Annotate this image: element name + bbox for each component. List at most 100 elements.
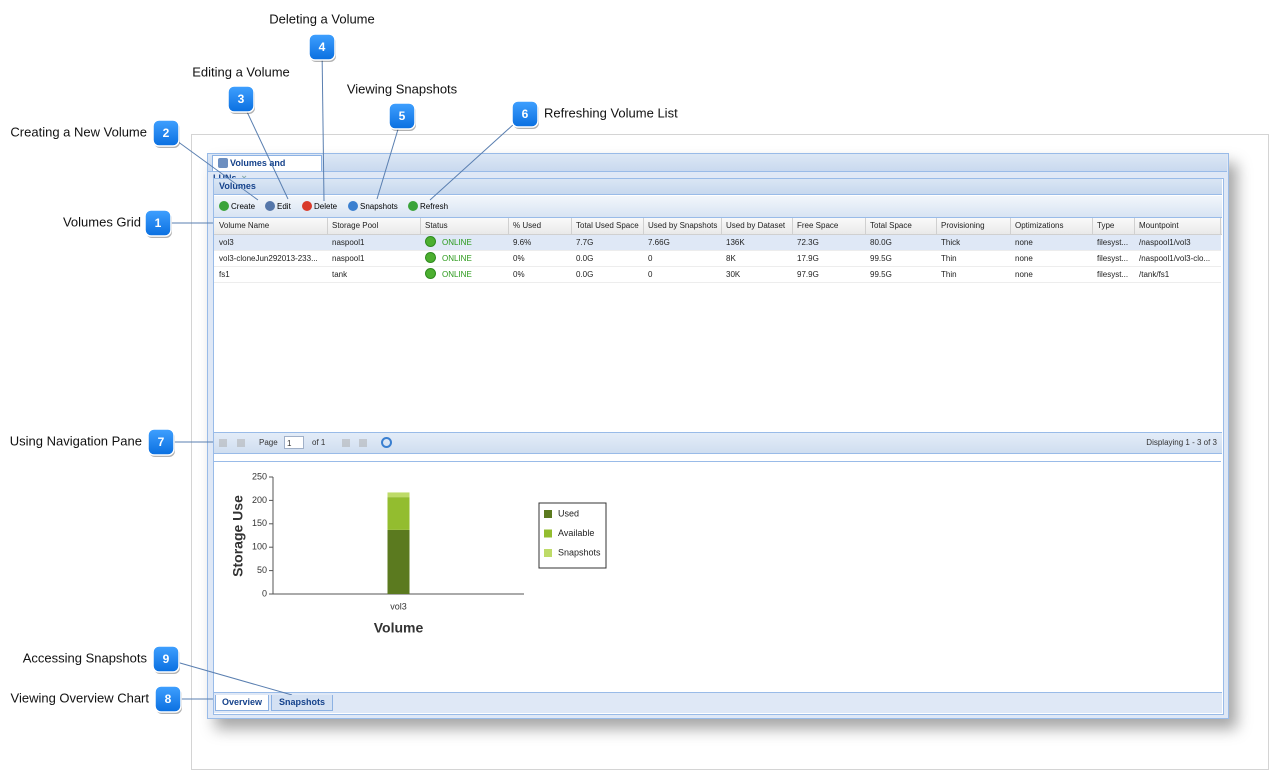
- pager-nav-button[interactable]: [359, 439, 367, 447]
- grid-cell: 7.66G: [648, 238, 670, 247]
- chart: 0 50 100 150 200 250 vol3 Storage Use Volume Used…: [230, 471, 607, 636]
- y-tick-label: 50: [257, 565, 267, 575]
- column-header[interactable]: Status: [421, 218, 509, 234]
- grid-cell: 8K: [726, 254, 736, 263]
- grid-cell: 0: [648, 270, 653, 279]
- grid-cell: filesyst...: [1097, 238, 1129, 247]
- callout-label: Volumes Grid: [63, 214, 141, 229]
- grid-cell: filesyst...: [1097, 254, 1129, 263]
- grid-cell: tank: [332, 270, 348, 279]
- button-label: Create: [231, 202, 256, 211]
- status-cell: ONLINE: [425, 251, 507, 267]
- bar-segment: [387, 497, 410, 530]
- button-icon: [219, 201, 229, 211]
- column-header[interactable]: Total Used Space: [572, 218, 644, 234]
- grid-cell: none: [1015, 238, 1033, 247]
- grid-cell: 97.9G: [797, 270, 819, 279]
- callout-line: [321, 46, 325, 202]
- y-tick-label: 100: [252, 542, 267, 552]
- pager-status: Displaying 1 - 3 of 3: [1146, 438, 1217, 447]
- pager-nav-button[interactable]: [237, 439, 245, 447]
- grid-cell: 0.0G: [576, 254, 594, 263]
- callout-badge: [154, 685, 182, 713]
- callout-label: Using Navigation Pane: [10, 433, 142, 448]
- column-header[interactable]: Storage Pool: [328, 218, 421, 234]
- grid-header: Volume Name Storage Pool Status% Used Total…: [214, 218, 1222, 235]
- x-axis-title: Volume: [374, 620, 424, 636]
- bar-segment: [387, 492, 410, 498]
- grid-cell: 0%: [513, 270, 525, 279]
- grid-cell: none: [1015, 270, 1033, 279]
- column-header[interactable]: Mountpoint: [1135, 218, 1221, 234]
- toolbar-button[interactable]: Edit: [265, 196, 291, 217]
- panel-title: Volumes: [219, 181, 256, 191]
- column-header[interactable]: Provisioning: [937, 218, 1011, 234]
- toolbar-button[interactable]: Refresh: [408, 196, 448, 217]
- grid-cell: 0.0G: [576, 270, 594, 279]
- grid-cell: Thin: [941, 254, 957, 263]
- callout-number: 4: [319, 40, 326, 54]
- chart-area: 0 50 100 150 200 250 vol3 Storage Use Volume Used…: [214, 461, 1221, 692]
- bottom-tab-strip: [214, 692, 1222, 713]
- grid-cell: filesyst...: [1097, 270, 1129, 279]
- pager-page-input[interactable]: 1: [284, 436, 304, 449]
- grid-body: vol3 naspool1 ONLINE 9.6% 7.7G 7.66G 136K 72.3G…: [214, 235, 1222, 431]
- column-header[interactable]: % Used: [509, 218, 572, 234]
- legend-swatch: [544, 510, 552, 518]
- column-header[interactable]: Optimizations: [1011, 218, 1093, 234]
- tab-icon: [218, 158, 228, 168]
- tab-strip: [208, 154, 1227, 172]
- legend-swatch: [544, 549, 552, 557]
- pager-of-label: of 1: [312, 438, 326, 447]
- callout-label: Deleting a Volume: [269, 11, 375, 26]
- y-tick-label: 200: [252, 495, 267, 505]
- callout-line: [429, 113, 526, 201]
- grid-cell: 0: [648, 254, 653, 263]
- pager-refresh[interactable]: [381, 437, 392, 448]
- y-tick-label: 250: [252, 471, 267, 481]
- grid-cell: 0%: [513, 254, 525, 263]
- pager: Page 1 of 1 Displaying 1 - 3 of 3: [214, 432, 1222, 454]
- grid-cell: naspool1: [332, 254, 365, 263]
- toolbar-button[interactable]: Create: [219, 196, 255, 217]
- grid-row[interactable]: vol3-cloneJun292013-233... naspool1 ONLINE…: [214, 251, 1221, 267]
- callout-badge: [144, 209, 172, 237]
- callout-number: 5: [399, 109, 406, 123]
- column-header[interactable]: Type: [1093, 218, 1135, 234]
- toolbar-button[interactable]: Delete: [302, 196, 337, 217]
- grid-row[interactable]: fs1 tank ONLINE 0% 0.0G 0 30K 97.9G 99.5G Thin non…: [214, 267, 1221, 283]
- legend-swatch: [544, 529, 552, 538]
- status-icon: [425, 252, 436, 263]
- pager-nav-button[interactable]: [219, 439, 227, 447]
- pager-page-label: Page: [259, 438, 278, 447]
- grid-cell: 136K: [726, 238, 745, 247]
- callout-badge: [152, 645, 180, 673]
- column-header[interactable]: Free Space: [793, 218, 866, 234]
- pager-nav-button[interactable]: [342, 439, 350, 447]
- y-tick-label: 150: [252, 518, 267, 528]
- button-icon: [348, 201, 358, 211]
- grid-cell: 7.7G: [576, 238, 594, 247]
- grid-cell: vol3-cloneJun292013-233...: [219, 254, 318, 263]
- bottom-tab[interactable]: Snapshots: [271, 695, 333, 711]
- status-cell: ONLINE: [425, 267, 507, 283]
- button-label: Refresh: [420, 202, 449, 211]
- callout-label: Accessing Snapshots: [23, 650, 148, 665]
- column-header[interactable]: Used by Snapshots: [644, 218, 722, 234]
- grid-cell: /tank/fs1: [1139, 270, 1170, 279]
- bottom-tab[interactable]: Overview: [215, 695, 269, 711]
- column-header[interactable]: Volume Name: [215, 218, 328, 234]
- column-header[interactable]: Total Space: [866, 218, 937, 234]
- toolbar-button[interactable]: Snapshots: [348, 196, 398, 217]
- button-label: Edit: [277, 202, 291, 211]
- button-icon: [265, 201, 275, 211]
- y-axis-title: Storage Use: [230, 495, 246, 577]
- grid-cell: 30K: [726, 270, 741, 279]
- callout-number: 9: [163, 652, 170, 666]
- column-header[interactable]: Used by Dataset: [722, 218, 793, 234]
- button-icon: [408, 201, 418, 211]
- grid-row[interactable]: vol3 naspool1 ONLINE 9.6% 7.7G 7.66G 136K 72.3G…: [214, 235, 1221, 251]
- toolbar: Create Edit Delete Snapshots Refresh: [214, 196, 1222, 218]
